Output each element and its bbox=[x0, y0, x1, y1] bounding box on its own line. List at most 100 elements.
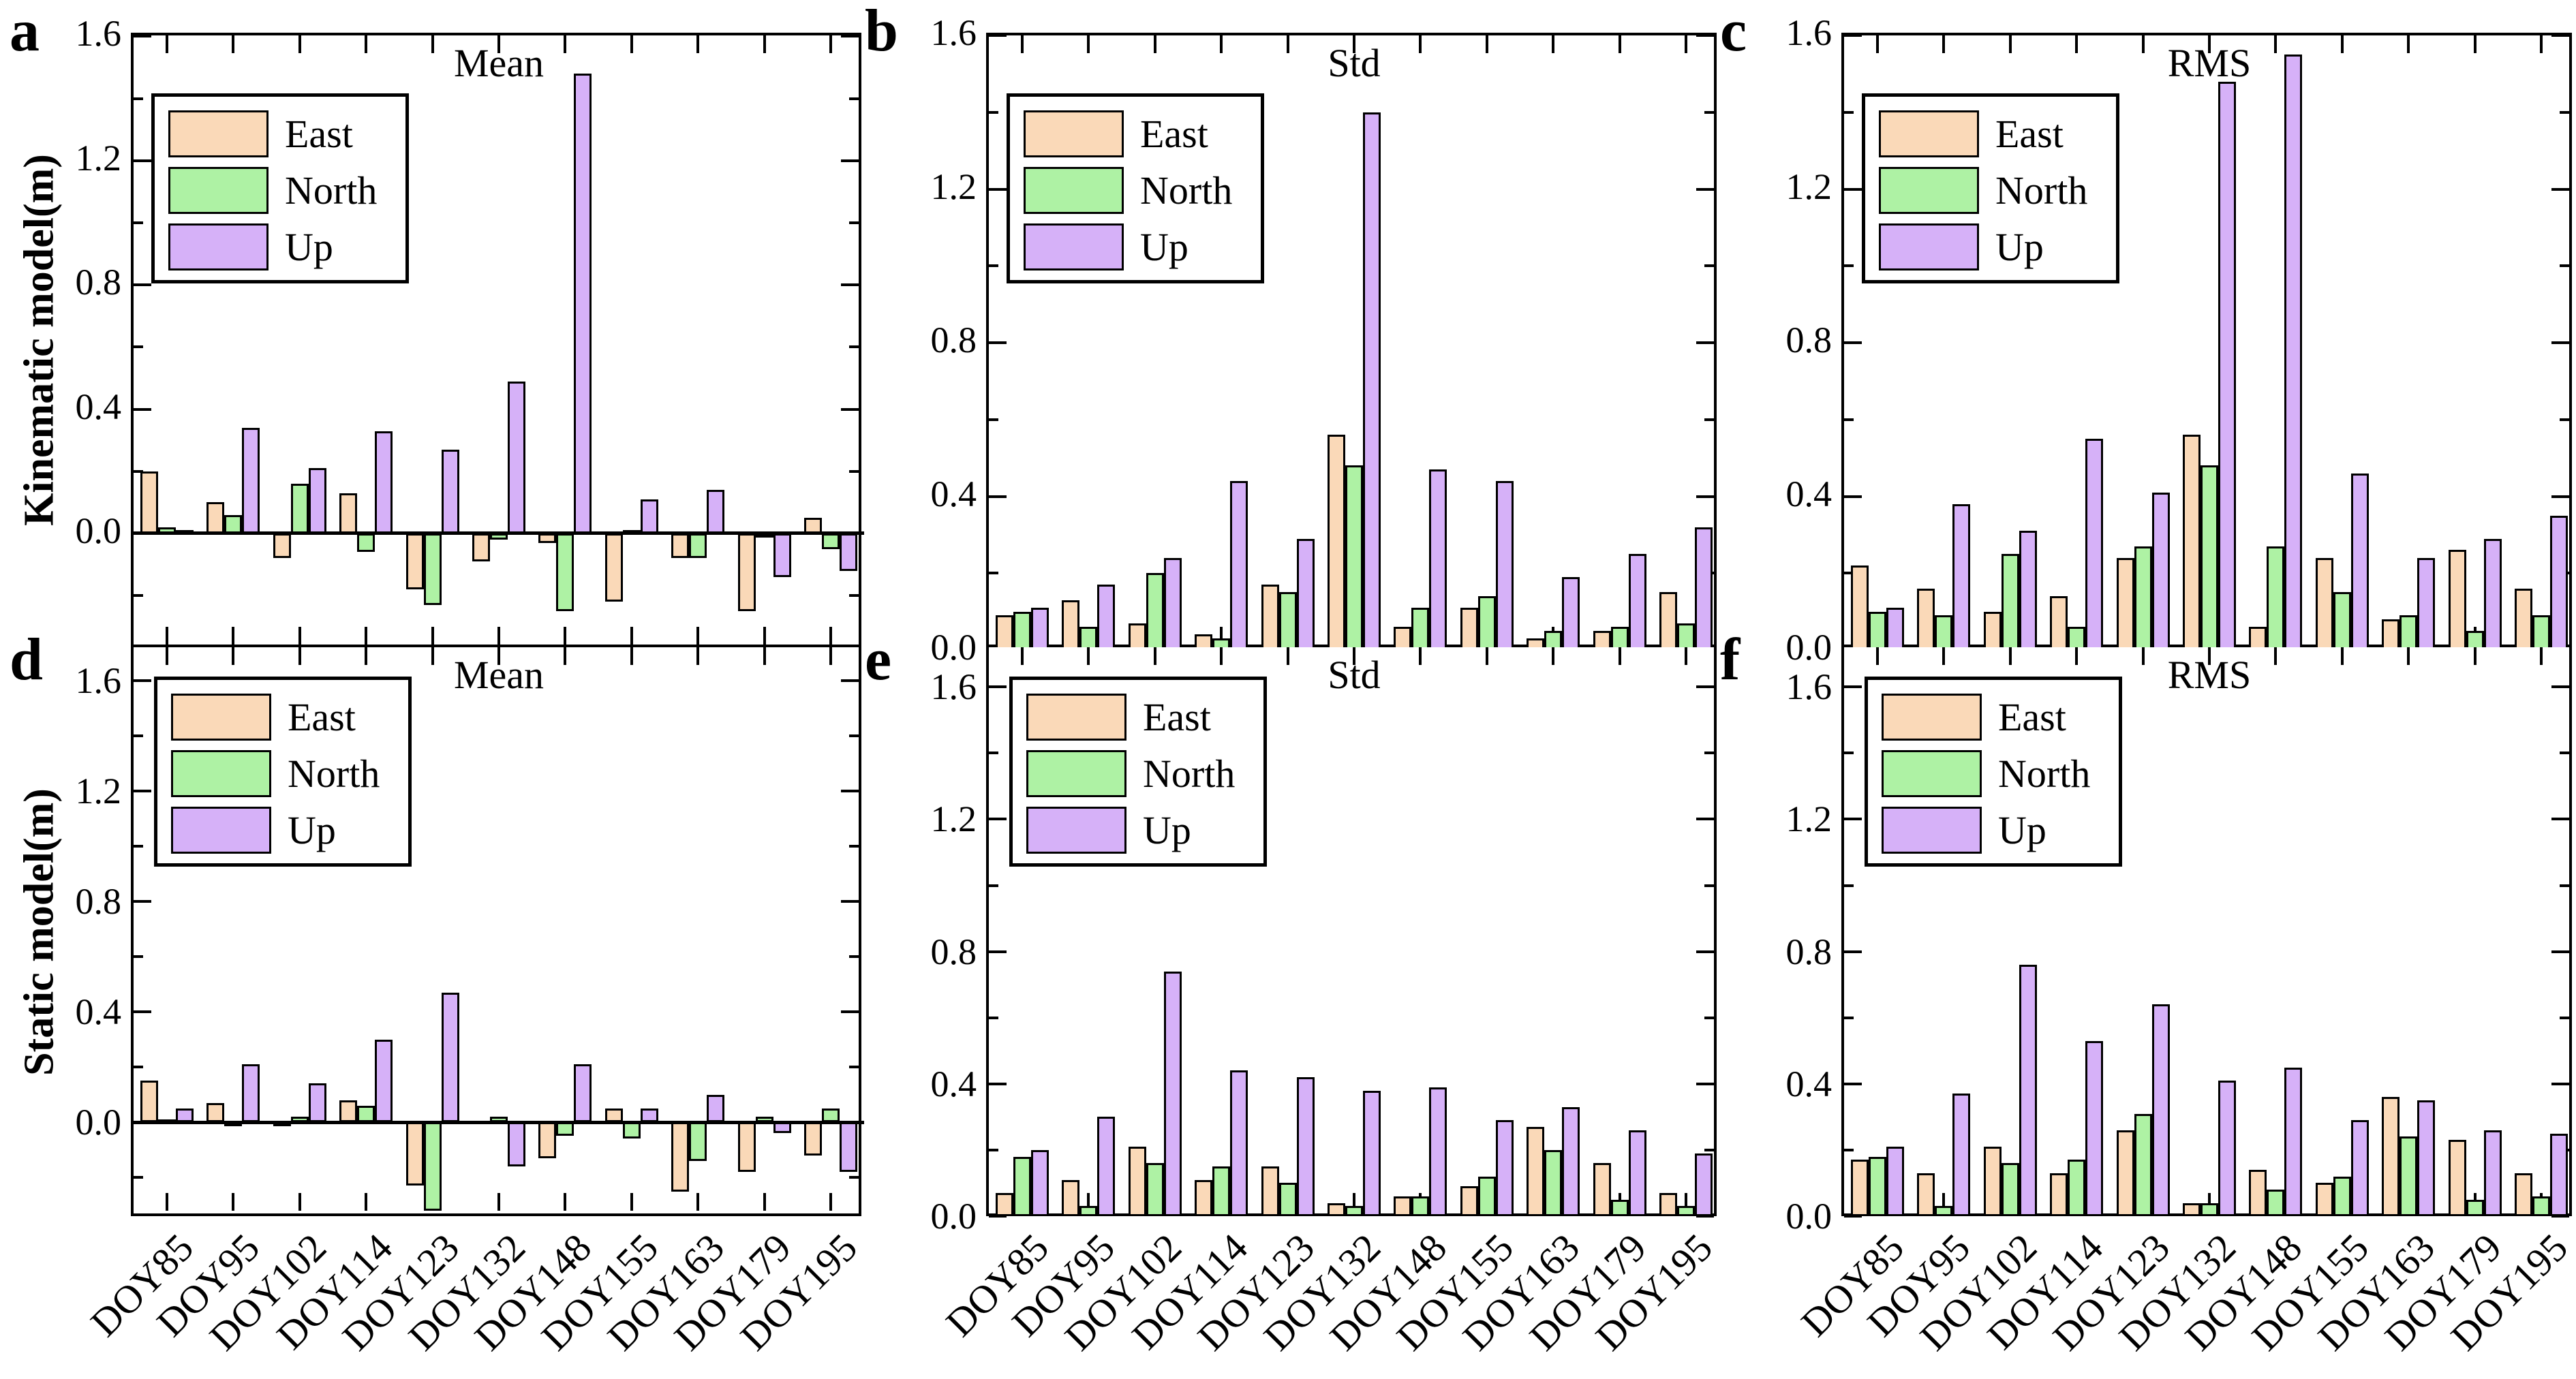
bar-c-east-doy163 bbox=[2382, 619, 2400, 650]
xtick-bottom-DOY148 bbox=[564, 1193, 567, 1211]
bar-c-east-doy195 bbox=[2515, 588, 2533, 650]
xtick-bottom-DOY95 bbox=[1087, 1193, 1090, 1211]
bar-d-east-doy95 bbox=[206, 1102, 225, 1123]
bar-d-up-doy114 bbox=[375, 1039, 393, 1123]
bar-d-east-doy85 bbox=[140, 1081, 158, 1123]
xtick-top-DOY155 bbox=[630, 647, 633, 665]
panel-title-a: Mean bbox=[453, 41, 545, 85]
ytick-minor bbox=[849, 734, 859, 737]
xtick-top-DOY95 bbox=[1087, 35, 1090, 53]
bar-b-east-doy123 bbox=[1261, 585, 1279, 650]
bar-b-north-doy195 bbox=[1677, 623, 1696, 650]
bar-f-east-doy95 bbox=[1917, 1173, 1935, 1216]
xtick-top-DOY123 bbox=[431, 35, 434, 53]
legend-a: East North Up bbox=[151, 93, 409, 283]
bar-b-east-doy155 bbox=[1460, 607, 1478, 650]
ytick-minor bbox=[1844, 752, 1854, 755]
xtick-top-DOY155 bbox=[1485, 35, 1488, 53]
xtick-top-DOY114 bbox=[1220, 35, 1223, 53]
bar-a-north-doy148 bbox=[556, 533, 574, 611]
ytick-minor bbox=[849, 844, 859, 848]
bar-d-north-doy148 bbox=[556, 1122, 574, 1136]
ytick-right-e-0.4 bbox=[1696, 1082, 1714, 1085]
xtick-top-DOY195 bbox=[2540, 35, 2543, 53]
xtick-top-DOY85 bbox=[1020, 35, 1024, 53]
legend-swatch-east bbox=[171, 694, 271, 741]
panel-letter-b: b bbox=[865, 0, 898, 64]
xtick-top-DOY163 bbox=[696, 647, 700, 665]
bar-c-up-doy179 bbox=[2483, 538, 2502, 650]
bar-f-east-doy132 bbox=[2183, 1203, 2201, 1216]
bar-b-north-doy155 bbox=[1477, 596, 1496, 650]
bar-b-east-doy132 bbox=[1328, 435, 1345, 650]
bar-c-east-doy179 bbox=[2448, 550, 2466, 650]
panel-title-c: RMS bbox=[2167, 41, 2252, 85]
panel-title-b: Std bbox=[1328, 41, 1381, 85]
xtick-top-DOY195 bbox=[2540, 647, 2543, 665]
bar-c-east-doy148 bbox=[2249, 627, 2267, 650]
ytick-minor bbox=[1704, 884, 1714, 887]
legend-swatch-north bbox=[1879, 167, 1979, 214]
ytick-right-c-0.4 bbox=[2551, 495, 2569, 498]
bar-f-north-doy95 bbox=[1935, 1206, 1953, 1216]
xtick-bottom-DOY163 bbox=[696, 627, 700, 645]
legend-b: East North Up bbox=[1007, 93, 1264, 283]
ytick-right-b-1.2 bbox=[1696, 187, 1714, 191]
bar-d-up-doy195 bbox=[840, 1122, 858, 1173]
legend-label-north: North bbox=[1140, 168, 1233, 213]
ytick-left-e-0.8 bbox=[989, 950, 1007, 953]
xtick-bottom-DOY155 bbox=[630, 627, 633, 645]
bar-c-up-doy132 bbox=[2218, 81, 2236, 650]
ytick-minor bbox=[134, 844, 143, 848]
bar-f-north-doy123 bbox=[2134, 1113, 2152, 1216]
bar-a-east-doy95 bbox=[206, 502, 225, 533]
xtick-top-DOY102 bbox=[298, 35, 301, 53]
xtick-bottom-DOY179 bbox=[763, 1193, 766, 1211]
legend-swatch-north bbox=[168, 167, 269, 214]
ytick-right-f-0.8 bbox=[2551, 950, 2569, 953]
bar-c-east-doy155 bbox=[2315, 557, 2333, 650]
ytick-right-e-1.6 bbox=[1696, 685, 1714, 689]
legend-label-up: Up bbox=[1998, 807, 2046, 852]
bar-e-east-doy123 bbox=[1261, 1166, 1279, 1216]
bar-b-north-doy95 bbox=[1079, 627, 1098, 650]
bar-d-east-doy163 bbox=[671, 1122, 690, 1192]
ytick-minor bbox=[134, 469, 143, 473]
ytick-left-f-0 bbox=[1844, 1215, 1862, 1218]
bar-b-up-doy195 bbox=[1695, 527, 1713, 650]
bar-e-north-doy123 bbox=[1278, 1183, 1297, 1216]
ytick-minor bbox=[1704, 752, 1714, 755]
ytick-minor bbox=[2560, 418, 2569, 421]
bar-c-up-doy163 bbox=[2417, 557, 2436, 650]
ytick-left-c-0.8 bbox=[1844, 341, 1862, 344]
bar-a-north-doy114 bbox=[357, 533, 375, 553]
xtick-top-DOY85 bbox=[165, 647, 168, 665]
ytick-minor bbox=[1844, 110, 1854, 114]
xtick-top-DOY195 bbox=[829, 647, 833, 665]
bar-d-north-doy114 bbox=[357, 1105, 375, 1123]
ytick-label: 0.4 bbox=[930, 1063, 977, 1104]
xtick-top-DOY123 bbox=[431, 647, 434, 665]
ytick-minor bbox=[1704, 418, 1714, 421]
bar-e-north-doy163 bbox=[1544, 1149, 1563, 1216]
bar-f-north-doy148 bbox=[2267, 1190, 2285, 1216]
ytick-minor bbox=[1844, 264, 1854, 268]
bar-d-up-doy163 bbox=[707, 1094, 725, 1123]
bar-a-north-doy195 bbox=[822, 533, 840, 549]
ytick-label: 0.8 bbox=[75, 262, 122, 303]
ytick-minor bbox=[134, 1176, 143, 1179]
xtick-top-DOY155 bbox=[1485, 647, 1488, 665]
ytick-minor bbox=[1844, 1016, 1854, 1019]
bar-b-north-doy102 bbox=[1146, 573, 1164, 650]
bar-e-north-doy102 bbox=[1146, 1163, 1164, 1216]
ytick-minor bbox=[1844, 884, 1854, 887]
legend-label-north: North bbox=[288, 751, 380, 796]
bar-e-east-doy148 bbox=[1394, 1196, 1412, 1216]
xtick-top-DOY179 bbox=[763, 35, 766, 53]
bar-f-east-doy148 bbox=[2249, 1170, 2267, 1216]
legend-label-east: East bbox=[1143, 694, 1211, 739]
bar-f-east-doy163 bbox=[2382, 1097, 2400, 1216]
xtick-bottom-DOY179 bbox=[763, 627, 766, 645]
bar-e-up-doy95 bbox=[1097, 1117, 1116, 1216]
xtick-top-DOY95 bbox=[1942, 647, 1946, 665]
